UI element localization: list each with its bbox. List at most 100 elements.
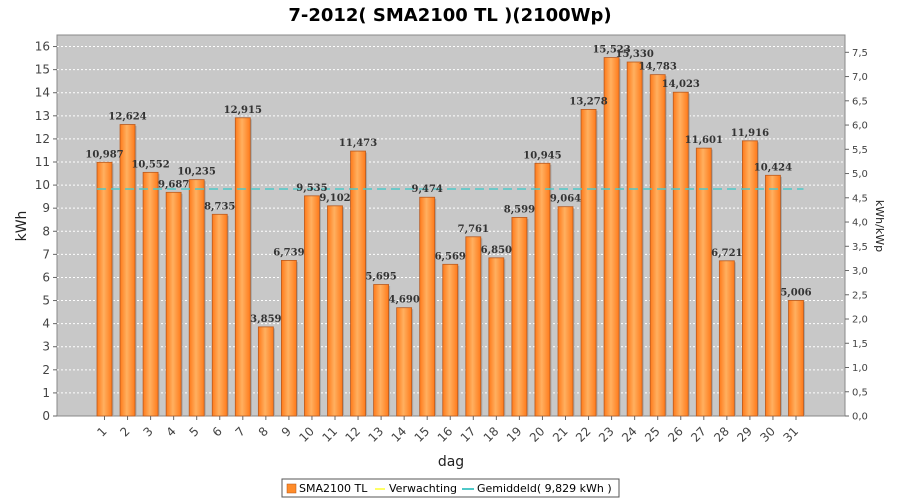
- y-tick-label: 7: [42, 247, 50, 261]
- x-tick-label: 20: [527, 424, 548, 445]
- y-tick-label: 9: [42, 201, 50, 215]
- bar-day-20: [534, 162, 551, 417]
- y-tick-label: 13: [35, 109, 50, 123]
- x-tick-label: 7: [233, 424, 248, 439]
- y2-tick-label: 7,0: [852, 72, 868, 83]
- y2-tick-label: 5,0: [852, 169, 868, 180]
- data-label-day-6: 8,735: [204, 201, 235, 212]
- data-label-day-11: 9,102: [319, 193, 350, 204]
- bar-day-15: [419, 196, 436, 417]
- bar-day-7: [234, 117, 251, 417]
- x-tick-label: 17: [458, 424, 479, 445]
- x-tick-label: 28: [711, 424, 732, 445]
- y-tick-label: 0: [42, 409, 50, 423]
- data-label-day-2: 12,624: [108, 112, 146, 123]
- x-tick-label: 1: [94, 424, 109, 439]
- x-tick-label: 12: [342, 424, 363, 445]
- y2-tick-label: 1,0: [852, 363, 868, 374]
- x-tick-label: 5: [187, 424, 202, 439]
- y-tick-label: 10: [35, 178, 50, 192]
- bar-day-29: [742, 140, 758, 417]
- data-label-day-24: 15,330: [616, 49, 654, 60]
- y-axis-title: kWh: [14, 211, 30, 242]
- x-tick-label: 27: [688, 424, 709, 445]
- data-label-day-19: 8,599: [504, 204, 535, 215]
- data-label-day-8: 3,859: [250, 314, 281, 325]
- data-label-day-10: 9,535: [296, 183, 327, 194]
- y2-tick-label: 6,5: [852, 96, 868, 107]
- bar-day-22: [580, 108, 597, 417]
- y2-tick-label: 6,0: [852, 121, 868, 132]
- bar-day-25: [649, 74, 666, 417]
- x-axis: 1 2 3 4 5 6 7 8 9 10 11 12 13 14 15 16 17 18 19 20 21 22 23 24 2…: [94, 416, 801, 445]
- y2-tick-label: 0,0: [852, 412, 868, 423]
- x-tick-label: 19: [504, 424, 525, 445]
- y-tick-label: 15: [35, 63, 50, 77]
- x-tick-label: 14: [389, 424, 410, 445]
- x-tick-label: 9: [279, 424, 294, 439]
- data-label-day-26: 14,023: [662, 79, 700, 90]
- bar-series: [96, 57, 805, 417]
- bar-day-30: [765, 174, 781, 417]
- chart-title: 7-2012( SMA2100 TL )(2100Wp): [288, 5, 611, 26]
- data-label-day-15: 9,474: [412, 184, 443, 195]
- data-label-day-30: 10,424: [754, 162, 792, 173]
- x-tick-label: 30: [757, 424, 778, 445]
- y-tick-label: 1: [42, 386, 50, 400]
- bar-day-11: [327, 205, 343, 417]
- y-tick-label: 16: [35, 40, 50, 54]
- x-tick-label: 11: [319, 424, 340, 445]
- y2-tick-label: 1,5: [852, 339, 868, 350]
- x-tick-label: 13: [366, 424, 387, 445]
- bar-day-31: [788, 300, 804, 417]
- x-tick-label: 25: [642, 424, 663, 445]
- bar-day-21: [557, 206, 574, 417]
- data-label-day-5: 10,235: [178, 167, 216, 178]
- x-tick-label: 31: [780, 424, 801, 445]
- data-label-day-18: 6,850: [481, 245, 512, 256]
- y2-tick-label: 7,5: [852, 48, 868, 59]
- bar-day-17: [465, 236, 482, 417]
- legend-box: [281, 478, 620, 498]
- bar-day-24: [626, 61, 643, 417]
- x-tick-label: 18: [481, 424, 502, 445]
- x-tick-label: 16: [435, 424, 456, 445]
- y-tick-label: 4: [42, 317, 50, 331]
- x-tick-label: 21: [550, 424, 571, 445]
- x-tick-label: 29: [734, 424, 755, 445]
- y2-axis: 0,0 0,5 1,0 1,5 2,0 2,5 3,0 3,5 4,0 4,5 5,0 5,5 6,0 6…: [845, 48, 868, 423]
- y2-tick-label: 0,5: [852, 387, 868, 398]
- y-tick-label: 2: [42, 363, 50, 377]
- data-label-day-4: 9,687: [158, 179, 189, 190]
- y2-tick-label: 3,5: [852, 242, 868, 253]
- bar-day-9: [280, 259, 297, 417]
- data-label-day-7: 12,915: [224, 105, 262, 116]
- legend-label-verwachting: Verwachting: [389, 482, 457, 495]
- bar-day-13: [373, 284, 390, 417]
- x-tick-label: 3: [140, 424, 155, 439]
- data-label-day-17: 7,761: [458, 224, 489, 235]
- bar-day-18: [488, 257, 505, 417]
- data-label-day-12: 11,473: [339, 138, 377, 149]
- data-label-day-29: 11,916: [731, 128, 769, 139]
- bar-day-3: [142, 171, 159, 417]
- bar-day-1: [96, 161, 113, 417]
- data-label-day-23: 15,523: [592, 45, 630, 56]
- y-tick-label: 6: [42, 270, 50, 284]
- data-label-day-3: 10,552: [131, 159, 169, 170]
- x-tick-label: 22: [573, 424, 594, 445]
- bar-day-5: [188, 179, 205, 417]
- data-label-day-31: 5,006: [780, 287, 811, 298]
- x-tick-label: 23: [596, 424, 617, 445]
- bar-day-10: [304, 195, 320, 417]
- data-label-day-20: 10,945: [523, 150, 561, 161]
- x-tick-label: 15: [412, 424, 433, 445]
- x-tick-label: 4: [163, 424, 178, 439]
- legend: SMA2100 TL Verwachting Gemiddeld( 9,829 …: [281, 478, 620, 498]
- legend-swatch-sma2100: [286, 483, 297, 494]
- bar-day-23: [603, 57, 620, 417]
